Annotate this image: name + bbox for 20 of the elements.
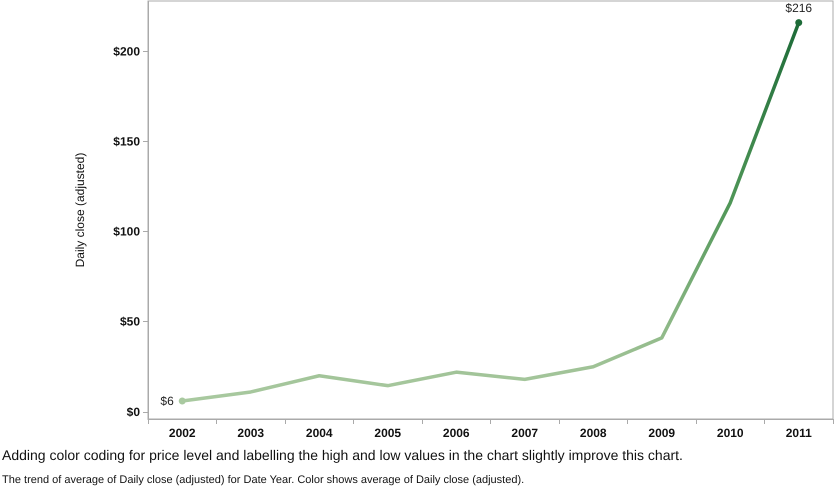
x-tick-label: 2006 bbox=[442, 426, 470, 440]
y-tick-label: $100 bbox=[113, 224, 140, 239]
text: The trend of average of Daily close (adjusted) for Date Year. Color shows average of Daily close (adjusted). bbox=[2, 474, 524, 486]
x-tick-label: 2008 bbox=[580, 426, 607, 440]
data-label: $216 bbox=[785, 1, 812, 16]
x-tick-label: 2002 bbox=[168, 426, 196, 440]
y-axis-title: Daily close (adjusted) bbox=[73, 152, 87, 268]
y-tick-label: $0 bbox=[126, 404, 140, 419]
y-tick-label: $150 bbox=[113, 134, 140, 149]
text: Adding color coding for price level and labelling the high and low values in the chart slightly improve this chart. bbox=[2, 447, 683, 463]
x-tick-label: 2004 bbox=[306, 426, 333, 440]
x-tick-label: 2007 bbox=[511, 426, 538, 440]
y-tick-label: $200 bbox=[113, 44, 140, 58]
x-tick-label: 2009 bbox=[648, 426, 676, 440]
x-tick-label: 2003 bbox=[237, 426, 264, 440]
x-tick-label: 2011 bbox=[786, 426, 812, 440]
y-tick-label: $50 bbox=[120, 314, 140, 329]
x-tick-label: 2010 bbox=[716, 426, 744, 440]
data-label: $6 bbox=[160, 394, 174, 408]
x-tick-label: 2005 bbox=[374, 426, 402, 440]
